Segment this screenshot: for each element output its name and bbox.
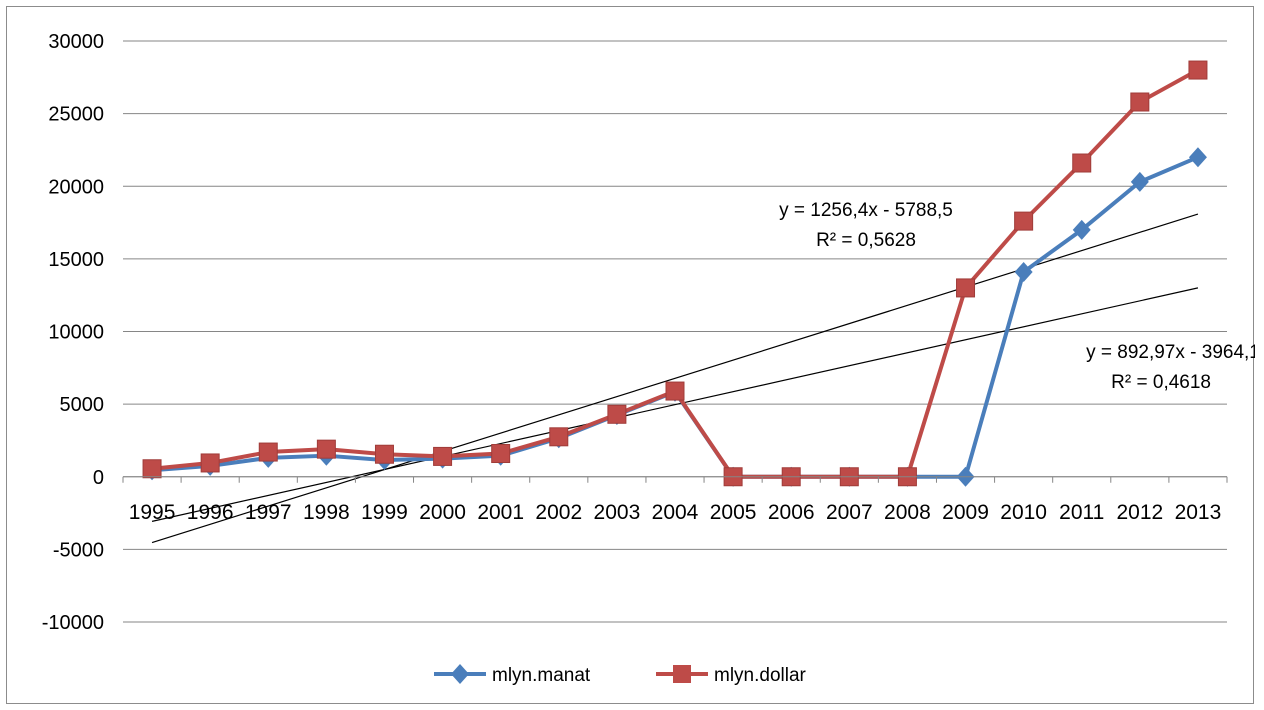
trendlines <box>151 213 1199 544</box>
data-point <box>956 278 976 298</box>
y-tick-label: -5000 <box>53 539 104 561</box>
trendline-r2: R² = 0,5628 <box>816 230 916 251</box>
gridlines <box>123 40 1227 623</box>
series-line <box>151 68 1199 479</box>
data-point <box>258 442 278 462</box>
trendline-r2: R² = 0,4618 <box>1111 372 1211 393</box>
trendline <box>151 213 1199 544</box>
y-tick-label: 30000 <box>48 31 104 53</box>
legend-label: mlyn.manat <box>492 665 591 686</box>
y-tick-label: 15000 <box>48 249 104 271</box>
data-point <box>433 446 453 466</box>
y-tick-label: 20000 <box>48 176 104 198</box>
x-tick-label: 2004 <box>652 501 699 524</box>
data-point <box>1014 261 1033 282</box>
data-series <box>142 60 1208 487</box>
y-axis-tick-labels: -10000 -5000 0 5000 10000 15000 20000 25000 3000… <box>42 31 104 634</box>
y-tick-label: 5000 <box>60 394 105 416</box>
x-tick-label: 2005 <box>710 501 757 524</box>
x-axis: 1995 1996 1997 1998 1999 2000 2001 2002 2003 2004… <box>122 476 1228 524</box>
y-tick-label: 25000 <box>48 104 104 126</box>
trendline <box>151 287 1199 522</box>
x-tick-label: 1999 <box>361 501 408 524</box>
data-point <box>200 453 220 473</box>
trendline-equation: y = 892,97x - 3964,1 <box>1086 342 1255 363</box>
x-tick-label: 1995 <box>129 501 176 524</box>
x-tick-label: 2000 <box>419 501 466 524</box>
data-point <box>1130 171 1149 192</box>
x-tick-label: 1998 <box>303 501 350 524</box>
x-tick-label: 1996 <box>187 501 234 524</box>
x-tick-label: 2006 <box>768 501 815 524</box>
data-point <box>1072 153 1092 173</box>
data-point <box>549 427 569 447</box>
chart-area: -10000 -5000 0 5000 10000 15000 20000 25000 3000… <box>6 6 1260 704</box>
data-point <box>316 439 336 459</box>
x-tick-label: 2009 <box>942 501 989 524</box>
trendline-labels: y = 1256,4x - 5788,5 R² = 0,5628 y = 892,9… <box>779 200 1260 393</box>
data-point <box>142 459 162 479</box>
legend-label: mlyn.dollar <box>714 665 807 686</box>
trendline-equation: y = 1256,4x - 5788,5 <box>779 200 953 221</box>
data-point <box>1014 211 1034 231</box>
x-tick-label: 2007 <box>826 501 873 524</box>
data-point <box>607 404 627 424</box>
x-tick-label: 2013 <box>1175 501 1222 524</box>
line-chart: -10000 -5000 0 5000 10000 15000 20000 25000 3000… <box>42 31 1260 686</box>
x-tick-label: 2012 <box>1116 501 1163 524</box>
x-tick-label: 2011 <box>1059 501 1104 524</box>
legend-marker <box>451 664 469 684</box>
x-tick-label: 2003 <box>594 501 641 524</box>
legend: mlyn.manat mlyn.dollar <box>434 664 807 686</box>
x-tick-label: 2001 <box>477 501 524 524</box>
data-point <box>1188 60 1208 80</box>
y-tick-label: 10000 <box>48 322 104 344</box>
data-point <box>491 444 511 464</box>
data-point <box>374 444 394 464</box>
x-tick-label: 2002 <box>535 501 582 524</box>
data-point <box>665 381 685 401</box>
data-point <box>1130 92 1150 112</box>
y-tick-label: -10000 <box>42 612 104 634</box>
data-point <box>1072 219 1091 240</box>
legend-marker <box>673 665 691 683</box>
x-tick-label: 2010 <box>1000 501 1047 524</box>
data-point <box>1188 147 1207 168</box>
x-tick-label: 2008 <box>884 501 931 524</box>
y-tick-label: 0 <box>93 467 104 489</box>
x-tick-label: 1997 <box>245 501 292 524</box>
